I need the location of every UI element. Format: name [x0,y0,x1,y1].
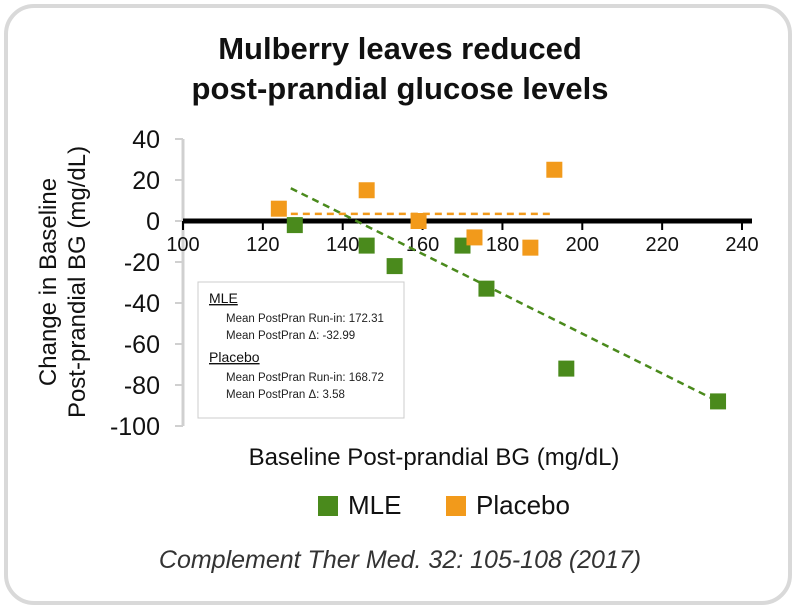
x-tick-label: 140 [326,234,359,256]
x-axis-label: Baseline Post-prandial BG (mg/dL) [249,444,620,471]
stats-line: Mean PostPran Run-in: 172.31 [226,313,384,325]
x-tick-label: 200 [566,234,599,256]
data-point-placebo [466,229,483,246]
y-tick-label: 20 [132,167,160,195]
y-tick-label: -20 [124,249,160,277]
x-tick-label: 120 [246,234,279,256]
y-axis-label-line: Change in Baseline [35,178,62,386]
legend-item-placebo: Placebo [446,490,570,521]
chart-title-line-1: Mulberry leaves reduced [218,31,582,66]
data-point-mle [558,360,575,377]
data-point-mle [286,217,303,234]
stats-box [197,281,405,419]
y-tick-label: -60 [124,331,160,359]
data-point-placebo [358,182,375,199]
data-point-placebo [270,200,287,217]
y-tick-label: 40 [132,126,160,154]
placebo-swatch [446,495,466,516]
stats-line: Mean PostPran Run-in: 168.72 [226,372,384,384]
x-tick-label: 180 [486,234,519,256]
data-point-placebo [410,213,427,229]
data-point-mle [386,258,403,275]
x-tick-label: 100 [166,234,199,256]
data-point-placebo [546,161,563,178]
x-tick-label: 240 [725,234,758,256]
chart-title-line-2: post-prandial glucose levels [191,71,609,106]
data-point-placebo [522,239,539,256]
citation: Complement Ther Med. 32: 105-108 (2017) [158,546,642,574]
x-tick-label: 220 [645,234,678,256]
stats-line: Mean PostPran Δ: 3.58 [226,389,345,401]
y-tick-label: -40 [124,290,160,318]
stats-section-header: Placebo [209,349,260,365]
y-tick-label: 0 [146,208,160,236]
data-point-mle [358,237,375,254]
mle-swatch [318,495,338,516]
data-point-mle [710,393,727,410]
stats-section-header: MLE [209,290,238,306]
y-axis-label-line: Post-prandial BG (mg/dL) [64,146,91,418]
legend-item-mle: MLE [318,490,401,521]
legend-label-placebo: Placebo [476,490,570,520]
stats-line: Mean PostPran Δ: -32.99 [226,330,355,342]
data-point-mle [478,280,495,297]
legend-label-mle: MLE [348,490,402,520]
y-tick-label: -80 [124,372,160,400]
y-tick-label: -100 [110,413,160,441]
trendline-mle [290,187,719,403]
